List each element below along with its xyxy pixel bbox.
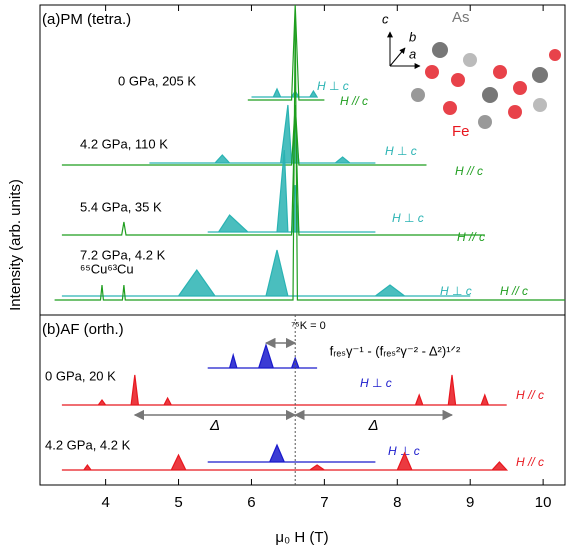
atom-label: Fe: [452, 123, 470, 140]
spectrum: [207, 149, 376, 233]
spectrum: [247, 4, 325, 101]
atom: [532, 67, 548, 83]
series-label: H // c: [500, 284, 528, 298]
spectrum: [207, 343, 318, 369]
axis-name: c: [382, 11, 389, 26]
spectrum: [61, 104, 427, 166]
atom: [513, 81, 527, 95]
atom: [533, 98, 547, 112]
series-label: H ⊥ c: [392, 211, 424, 225]
x-tick-label: 5: [174, 494, 182, 511]
spectrum: [61, 451, 509, 471]
x-axis-label: μ₀ H (T): [275, 529, 328, 546]
x-tick-label: 4: [101, 494, 109, 511]
condition-label: 4.2 GPa, 4.2 K: [45, 437, 131, 452]
spectrum: [61, 374, 507, 406]
series-label: H // c: [516, 388, 544, 402]
series-label: H // c: [340, 94, 368, 108]
atom-label: As: [452, 9, 470, 26]
spectrum: [61, 249, 471, 297]
axis-arrow: [389, 47, 406, 67]
spectrum: [54, 19, 565, 301]
atom: [478, 115, 492, 129]
series-label: H ⊥ c: [385, 144, 417, 158]
condition-label: 4.2 GPa, 110 K: [80, 136, 168, 151]
atom: [443, 101, 457, 115]
condition-label: 0 GPa, 205 K: [118, 73, 196, 88]
atom: [432, 42, 448, 58]
series-label: H ⊥ c: [388, 444, 420, 458]
atom: [482, 87, 498, 103]
atom: [463, 53, 477, 67]
series-label: H // c: [457, 230, 485, 244]
atom: [411, 88, 425, 102]
atom: [425, 65, 439, 79]
x-tick-label: 7: [320, 494, 328, 511]
y-axis-label: Intensity (arb. units): [7, 179, 24, 311]
series-label: H ⊥ c: [317, 79, 349, 93]
spectrum: [149, 104, 376, 164]
k0-label: ⁷⁵K = 0: [291, 320, 326, 332]
spectrum: [207, 443, 376, 463]
axis-name: a: [409, 46, 416, 61]
copper-label: ⁶⁵Cu⁶³Cu: [80, 261, 134, 276]
delta-label: Δ: [209, 417, 220, 434]
atom: [549, 49, 561, 61]
plot-frame: [39, 4, 566, 486]
condition-label: 0 GPa, 20 K: [45, 368, 116, 383]
spectrum: [251, 87, 319, 98]
condition-label: 5.4 GPa, 35 K: [80, 199, 162, 214]
axis-name: b: [409, 29, 416, 44]
x-tick-label: 9: [466, 494, 474, 511]
formula: fᵣₑₛγ⁻¹ - (fᵣₑₛ²γ⁻² - Δ²)¹ᐟ²: [330, 343, 461, 358]
inset-structure: c b a As Fe: [382, 9, 561, 140]
series-label: H // c: [455, 164, 483, 178]
atom: [493, 65, 507, 79]
delta-label: Δ: [368, 417, 379, 434]
x-tick-label: 6: [247, 494, 255, 511]
x-tick-label: 8: [393, 494, 401, 511]
condition-label: 7.2 GPa, 4.2 K: [80, 247, 166, 262]
series-label: H // c: [516, 455, 544, 469]
atom: [508, 105, 522, 119]
panel-label: (a)PM (tetra.): [42, 11, 131, 28]
atom: [451, 73, 465, 87]
series-label: H ⊥ c: [360, 376, 392, 390]
series-label: H ⊥ c: [440, 284, 472, 298]
spectrum: [61, 104, 485, 236]
x-tick-label: 10: [535, 494, 552, 511]
panel-label: (b)AF (orth.): [42, 321, 124, 338]
